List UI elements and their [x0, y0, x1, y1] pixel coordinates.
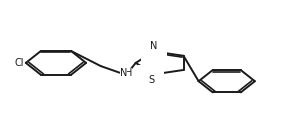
Text: N: N — [150, 41, 158, 51]
Text: H: H — [125, 68, 132, 78]
Text: S: S — [148, 75, 154, 85]
Text: N: N — [120, 68, 127, 78]
Text: Cl: Cl — [15, 58, 24, 68]
